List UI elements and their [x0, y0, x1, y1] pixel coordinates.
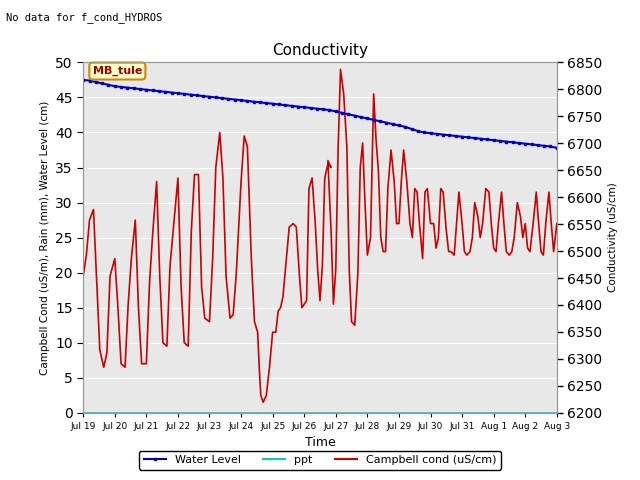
- Text: No data for f_cond_HYDROS: No data for f_cond_HYDROS: [6, 12, 163, 23]
- Title: Conductivity: Conductivity: [272, 44, 368, 59]
- Legend: Water Level, ppt, Campbell cond (uS/cm): Water Level, ppt, Campbell cond (uS/cm): [140, 451, 500, 469]
- Text: MB_tule: MB_tule: [93, 66, 142, 76]
- Y-axis label: Conductivity (uS/cm): Conductivity (uS/cm): [608, 183, 618, 292]
- X-axis label: Time: Time: [305, 436, 335, 449]
- Y-axis label: Campbell Cond (uS/m), Rain (mm), Water Level (cm): Campbell Cond (uS/m), Rain (mm), Water L…: [40, 100, 50, 375]
